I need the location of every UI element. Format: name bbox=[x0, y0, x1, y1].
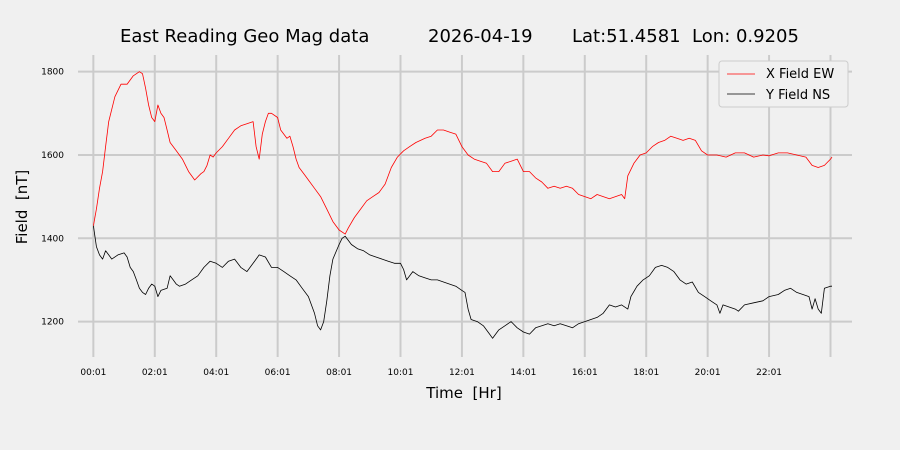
y-tick-labels: 1200 1400 1600 1800 bbox=[41, 68, 64, 328]
x-tick-label: 22:01 bbox=[756, 368, 782, 378]
x-tick-label: 08:01 bbox=[326, 368, 352, 378]
grid-lines bbox=[78, 55, 852, 357]
y-field-ns-line bbox=[93, 225, 832, 339]
x-tick-label: 12:01 bbox=[449, 368, 475, 378]
x-tick-label: 14:01 bbox=[510, 368, 536, 378]
y-axis-label: Field [nT] bbox=[13, 170, 31, 245]
x-tick-label: 18:01 bbox=[633, 368, 659, 378]
chart-location: Lat:51.4581 Lon: 0.9205 bbox=[572, 26, 799, 47]
y-tick-label: 1800 bbox=[41, 68, 64, 78]
series-lines bbox=[93, 71, 833, 339]
x-tick-label: 00:01 bbox=[80, 368, 106, 378]
x-field-ew-line bbox=[93, 71, 833, 235]
x-tick-label: 02:01 bbox=[142, 368, 168, 378]
y-tick-label: 1600 bbox=[41, 151, 64, 161]
legend-label-x-field: X Field EW bbox=[766, 67, 834, 82]
x-axis-label: Time [Hr] bbox=[425, 384, 501, 402]
x-tick-label: 10:01 bbox=[388, 368, 414, 378]
x-tick-label: 16:01 bbox=[572, 368, 598, 378]
y-tick-label: 1400 bbox=[41, 234, 64, 244]
chart-date: 2026-04-19 bbox=[428, 26, 533, 47]
legend-box bbox=[718, 60, 849, 108]
x-tick-label: 20:01 bbox=[695, 368, 721, 378]
x-tick-labels: 00:01 02:01 04:01 06:01 08:01 10:01 12:01 14:01… bbox=[80, 368, 782, 378]
chart-title: East Reading Geo Mag data bbox=[120, 26, 369, 47]
legend: X Field EW Y Field NS bbox=[718, 60, 849, 108]
x-tick-label: 04:01 bbox=[203, 368, 229, 378]
y-tick-label: 1200 bbox=[41, 318, 64, 328]
x-tick-label: 06:01 bbox=[265, 368, 291, 378]
legend-label-y-field: Y Field NS bbox=[765, 88, 830, 103]
